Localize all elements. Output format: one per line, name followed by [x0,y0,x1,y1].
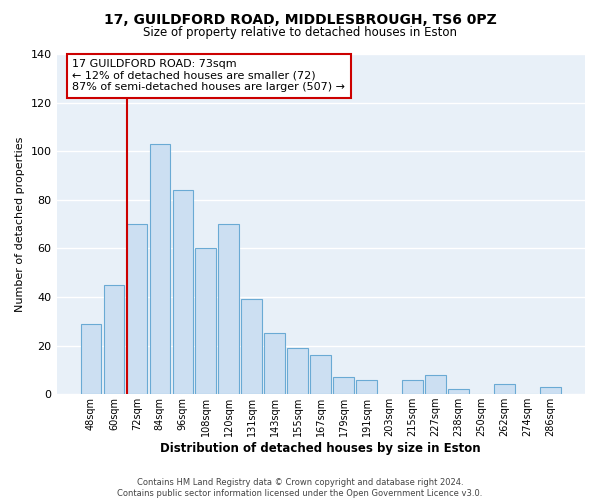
Bar [196,248,216,394]
Text: Contains HM Land Registry data © Crown copyright and database right 2024.
Contai: Contains HM Land Registry data © Crown c… [118,478,482,498]
Bar [80,324,101,394]
Bar [173,190,193,394]
Bar [127,224,147,394]
Bar [540,387,561,394]
Bar [425,374,446,394]
Text: 17, GUILDFORD ROAD, MIDDLESBROUGH, TS6 0PZ: 17, GUILDFORD ROAD, MIDDLESBROUGH, TS6 0… [104,12,496,26]
Bar [310,356,331,394]
Bar [356,380,377,394]
Bar [218,224,239,394]
Bar [287,348,308,394]
Bar [403,380,423,394]
Text: 17 GUILDFORD ROAD: 73sqm
← 12% of detached houses are smaller (72)
87% of semi-d: 17 GUILDFORD ROAD: 73sqm ← 12% of detach… [73,59,346,92]
Bar [448,390,469,394]
Bar [241,300,262,394]
Text: Size of property relative to detached houses in Eston: Size of property relative to detached ho… [143,26,457,39]
Bar [149,144,170,394]
X-axis label: Distribution of detached houses by size in Eston: Distribution of detached houses by size … [160,442,481,455]
Bar [494,384,515,394]
Y-axis label: Number of detached properties: Number of detached properties [15,136,25,312]
Bar [104,285,124,394]
Bar [265,334,285,394]
Bar [334,377,354,394]
